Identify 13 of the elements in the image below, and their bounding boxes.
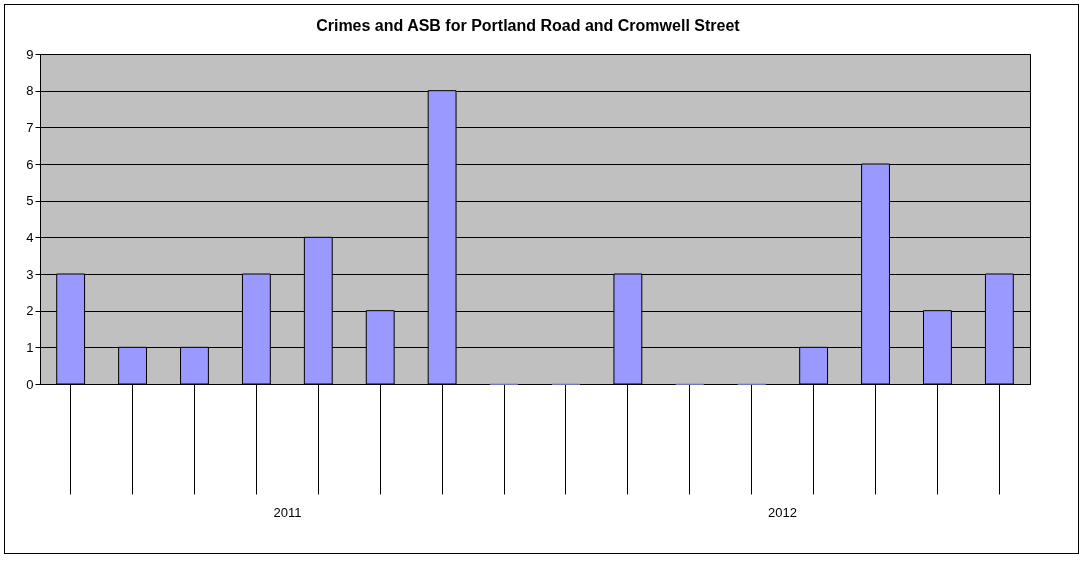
text: 2012 — [768, 505, 797, 520]
y-tick-label: 0 — [26, 376, 34, 392]
y-tick-label: 9 — [26, 46, 34, 62]
y-tick-label: 8 — [26, 83, 34, 99]
y-tick-label: 6 — [26, 156, 34, 172]
y-tick-label: 4 — [26, 229, 34, 245]
y-tick-label: 3 — [26, 266, 34, 282]
y-tick-label: 1 — [26, 339, 34, 355]
y-tick-label: 2 — [26, 303, 34, 319]
text: 2011 — [273, 505, 302, 520]
y-tick-label: 5 — [26, 193, 34, 209]
chart-title: Crimes and ASB for Portland Road and Cromwell Street — [316, 16, 741, 34]
y-tick-label: 7 — [26, 119, 34, 135]
